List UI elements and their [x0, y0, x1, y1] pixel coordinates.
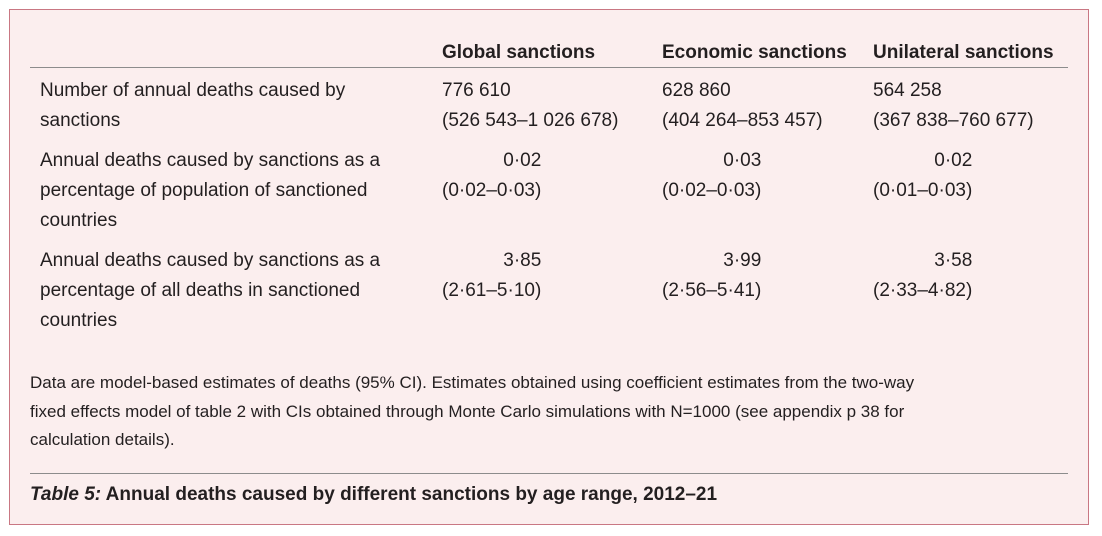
- footnote-line: calculation details).: [30, 430, 175, 449]
- row-label: Annual deaths caused by sanctions as a pe…: [40, 246, 380, 336]
- cell: 3·99 (2·56–5·41): [662, 246, 761, 306]
- row-label-line: countries: [40, 310, 118, 331]
- caption: Table 5: Annual deaths caused by differe…: [30, 484, 717, 506]
- caption-label: Table 5:: [30, 484, 102, 505]
- row-label-line: countries: [40, 210, 118, 231]
- cell: 776 610 (526 543–1 026 678): [442, 76, 618, 136]
- row-label-line: percentage of population of sanctioned: [40, 180, 368, 201]
- cell: 0·02 (0·02–0·03): [442, 146, 541, 206]
- cell: 0·03 (0·02–0·03): [662, 146, 761, 206]
- caption-text: Annual deaths caused by different sancti…: [105, 484, 718, 505]
- cell-content: 3·99 (2·56–5·41): [662, 246, 761, 306]
- row-label: Annual deaths caused by sanctions as a pe…: [40, 146, 380, 236]
- confidence-interval: (2·61–5·10): [442, 280, 542, 301]
- cell-content: 3·58 (2·33–4·82): [873, 246, 972, 306]
- cell-content: 0·02 (0·01–0·03): [873, 146, 972, 206]
- confidence-interval: (0·02–0·03): [442, 180, 542, 201]
- estimate: 0·03: [723, 150, 762, 171]
- confidence-interval: (526 543–1 026 678): [442, 110, 619, 131]
- estimate: 3·85: [503, 250, 542, 271]
- confidence-interval: (2·56–5·41): [662, 280, 762, 301]
- column-header: Economic sanctions: [662, 42, 847, 63]
- estimate: 0·02: [934, 150, 973, 171]
- cell: 3·58 (2·33–4·82): [873, 246, 972, 306]
- cell: 3·85 (2·61–5·10): [442, 246, 541, 306]
- estimate: 628 860: [662, 80, 731, 101]
- column-header: Unilateral sanctions: [873, 42, 1054, 63]
- confidence-interval: (367 838–760 677): [873, 110, 1034, 131]
- estimate: 776 610: [442, 80, 511, 101]
- estimate: 564 258: [873, 80, 942, 101]
- column-header: Global sanctions: [442, 42, 596, 63]
- cell-content: 628 860 (404 264–853 457): [662, 76, 823, 136]
- cell-content: 0·02 (0·02–0·03): [442, 146, 541, 206]
- row-label-line: Annual deaths caused by sanctions as a: [40, 250, 381, 271]
- row-label: Number of annual deaths caused by sanctio…: [40, 76, 345, 136]
- confidence-interval: (0·01–0·03): [873, 180, 973, 201]
- cell-content: 564 258 (367 838–760 677): [873, 76, 1034, 136]
- cell-content: 776 610 (526 543–1 026 678): [442, 76, 618, 136]
- footnote: Data are model-based estimates of deaths…: [30, 369, 914, 455]
- header-rule: [30, 67, 1068, 68]
- table-panel: Table 5: Annual deaths caused by differe…: [9, 9, 1089, 525]
- footnote-line: Data are model-based estimates of deaths…: [30, 373, 915, 392]
- cell-content: 0·03 (0·02–0·03): [662, 146, 761, 206]
- row-label-line: percentage of all deaths in sanctioned: [40, 280, 361, 301]
- estimate: 3·58: [934, 250, 973, 271]
- cell: 628 860 (404 264–853 457): [662, 76, 823, 136]
- estimate: 0·02: [503, 150, 542, 171]
- row-label-line: Number of annual deaths caused by: [40, 80, 346, 101]
- footnote-line: fixed effects model of table 2 with CIs …: [30, 401, 905, 421]
- row-label-line: Annual deaths caused by sanctions as a: [40, 150, 381, 171]
- cell-content: 3·85 (2·61–5·10): [442, 246, 541, 306]
- caption-rule: [30, 473, 1068, 474]
- confidence-interval: (2·33–4·82): [873, 280, 973, 301]
- confidence-interval: (404 264–853 457): [662, 110, 823, 131]
- row-label-line: sanctions: [40, 110, 121, 131]
- confidence-interval: (0·02–0·03): [662, 180, 762, 201]
- cell: 564 258 (367 838–760 677): [873, 76, 1034, 136]
- estimate: 3·99: [723, 250, 762, 271]
- cell: 0·02 (0·01–0·03): [873, 146, 972, 206]
